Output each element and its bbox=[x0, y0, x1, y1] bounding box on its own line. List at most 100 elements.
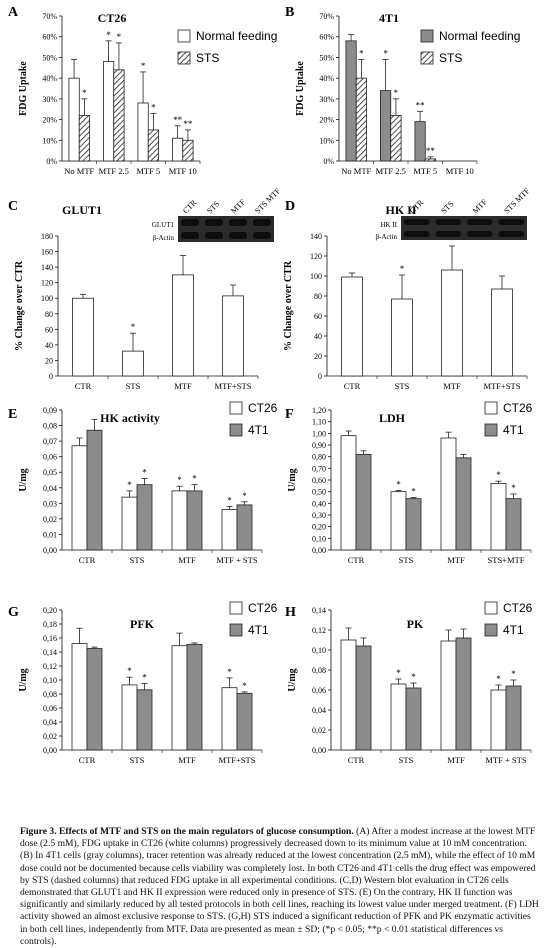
bar bbox=[171, 645, 188, 751]
x-tick-label: MTF bbox=[447, 755, 465, 765]
significance-marker: * bbox=[177, 475, 182, 485]
bar bbox=[390, 491, 407, 551]
y-tick-label: 0,02 bbox=[43, 515, 57, 524]
legend-label: 4T1 bbox=[503, 423, 524, 437]
significance-marker: * bbox=[106, 30, 111, 40]
x-tick-label: MTF + STS bbox=[485, 755, 526, 765]
significance-marker: * bbox=[242, 491, 247, 501]
y-tick-label: 0,06 bbox=[43, 453, 57, 462]
significance-marker: * bbox=[396, 480, 401, 490]
y-tick-label: 0,08 bbox=[43, 690, 57, 699]
bar bbox=[236, 692, 253, 751]
legend-swatch bbox=[420, 51, 434, 65]
significance-marker: * bbox=[400, 264, 405, 274]
y-tick-label: 0,08 bbox=[43, 422, 57, 431]
y-tick-label: 0,14 bbox=[43, 648, 57, 657]
bar bbox=[405, 687, 422, 751]
y-axis-label: U/mg bbox=[18, 668, 29, 691]
legend-label: Normal feeding bbox=[439, 29, 520, 43]
y-tick-label: 0,03 bbox=[43, 499, 57, 508]
x-tick-label: MTF + STS bbox=[216, 555, 257, 565]
bar bbox=[440, 437, 457, 551]
bar bbox=[78, 115, 91, 162]
y-tick-label: 10% bbox=[319, 136, 334, 145]
bar bbox=[86, 429, 103, 551]
panel-f: F LDH 0,00 0,10 0,20 0,30 0,40 0,50 0,60 0,70 0,80… bbox=[277, 400, 554, 600]
bar bbox=[122, 350, 144, 377]
x-tick-label: CTR bbox=[79, 755, 96, 765]
y-tick-label: 0% bbox=[323, 157, 334, 166]
blot-band bbox=[181, 219, 199, 226]
legend-swatch bbox=[420, 29, 434, 43]
legend-swatch bbox=[484, 423, 498, 437]
x-tick-label: STS bbox=[399, 555, 414, 565]
y-tick-label: 0 bbox=[318, 372, 322, 381]
panel-letter: E bbox=[8, 407, 17, 422]
bar bbox=[171, 137, 184, 162]
significance-marker: * bbox=[82, 88, 87, 98]
blot-row-label: GLUT1 bbox=[152, 221, 175, 229]
significance-marker: * bbox=[142, 673, 147, 683]
y-tick-label: 1,00 bbox=[312, 429, 326, 438]
significance-marker: * bbox=[131, 322, 136, 332]
x-tick-label: MTF bbox=[443, 381, 461, 391]
bar bbox=[505, 685, 522, 751]
significance-marker: * bbox=[411, 487, 416, 497]
bar bbox=[490, 689, 507, 751]
y-axis-label: FDG Uptake bbox=[295, 61, 306, 116]
bar bbox=[414, 121, 426, 162]
bar bbox=[186, 490, 203, 551]
significance-marker: * bbox=[242, 681, 247, 691]
significance-marker: * bbox=[192, 474, 197, 484]
significance-marker: * bbox=[127, 480, 132, 490]
y-tick-label: 30% bbox=[319, 95, 334, 104]
y-tick-label: 0,10 bbox=[312, 646, 326, 655]
x-tick-label: MTF+STS bbox=[215, 381, 252, 391]
blot-band bbox=[229, 232, 247, 239]
x-tick-label: MTF+STS bbox=[484, 381, 521, 391]
y-tick-label: 100 bbox=[310, 272, 322, 281]
bar bbox=[345, 40, 357, 162]
y-tick-label: 30% bbox=[42, 95, 57, 104]
y-tick-label: 40 bbox=[45, 341, 53, 350]
blot-band bbox=[229, 219, 247, 226]
y-tick-label: 10% bbox=[42, 136, 57, 145]
chart-title: LDH bbox=[379, 411, 406, 425]
x-tick-label: STS bbox=[130, 755, 145, 765]
y-tick-label: 0,00 bbox=[43, 746, 57, 755]
bar bbox=[103, 61, 115, 162]
y-tick-label: 0,18 bbox=[43, 620, 57, 629]
y-axis-label: U/mg bbox=[287, 668, 298, 691]
legend-swatch bbox=[177, 51, 191, 65]
chart-svg: A CT26 0% 10% 20% 30% 40% 50% 60% 70% FDG Uptake No… bbox=[8, 5, 277, 176]
chart-title: PFK bbox=[130, 617, 155, 631]
legend-label: CT26 bbox=[503, 401, 533, 415]
y-tick-label: 40% bbox=[319, 74, 334, 83]
blot-lane-label: STS MTF bbox=[502, 186, 532, 216]
bar bbox=[136, 484, 153, 551]
y-axis-label: FDG Uptake bbox=[18, 61, 29, 116]
blot-band bbox=[435, 231, 461, 237]
bar bbox=[424, 158, 437, 162]
y-tick-label: 100 bbox=[41, 294, 53, 303]
y-tick-label: 0,02 bbox=[312, 726, 326, 735]
blot-row-label: HK II bbox=[380, 221, 397, 229]
y-tick-label: 60 bbox=[45, 325, 53, 334]
blot-lane-label: STS bbox=[439, 199, 455, 215]
chart-svg: D HK II 0 20 40 60 80 100 120 140 % Change over CT… bbox=[283, 186, 532, 391]
y-tick-label: 0,04 bbox=[43, 484, 57, 493]
x-tick-label: No MTF bbox=[341, 166, 371, 176]
legend-label: CT26 bbox=[503, 601, 533, 615]
x-tick-label: CTR bbox=[344, 381, 361, 391]
blot-lane-label: MTF bbox=[229, 197, 247, 215]
bar bbox=[340, 435, 357, 551]
y-tick-label: 120 bbox=[310, 252, 322, 261]
y-tick-label: 70% bbox=[319, 12, 334, 21]
bar bbox=[136, 689, 153, 751]
panel-letter: G bbox=[8, 605, 19, 620]
x-tick-label: MTF bbox=[178, 555, 196, 565]
blot-row-label: β-Actin bbox=[153, 234, 175, 242]
y-tick-label: 0,05 bbox=[43, 468, 57, 477]
caption-body: (A) After a modest increase at the lowes… bbox=[20, 826, 539, 947]
bar bbox=[355, 77, 368, 162]
